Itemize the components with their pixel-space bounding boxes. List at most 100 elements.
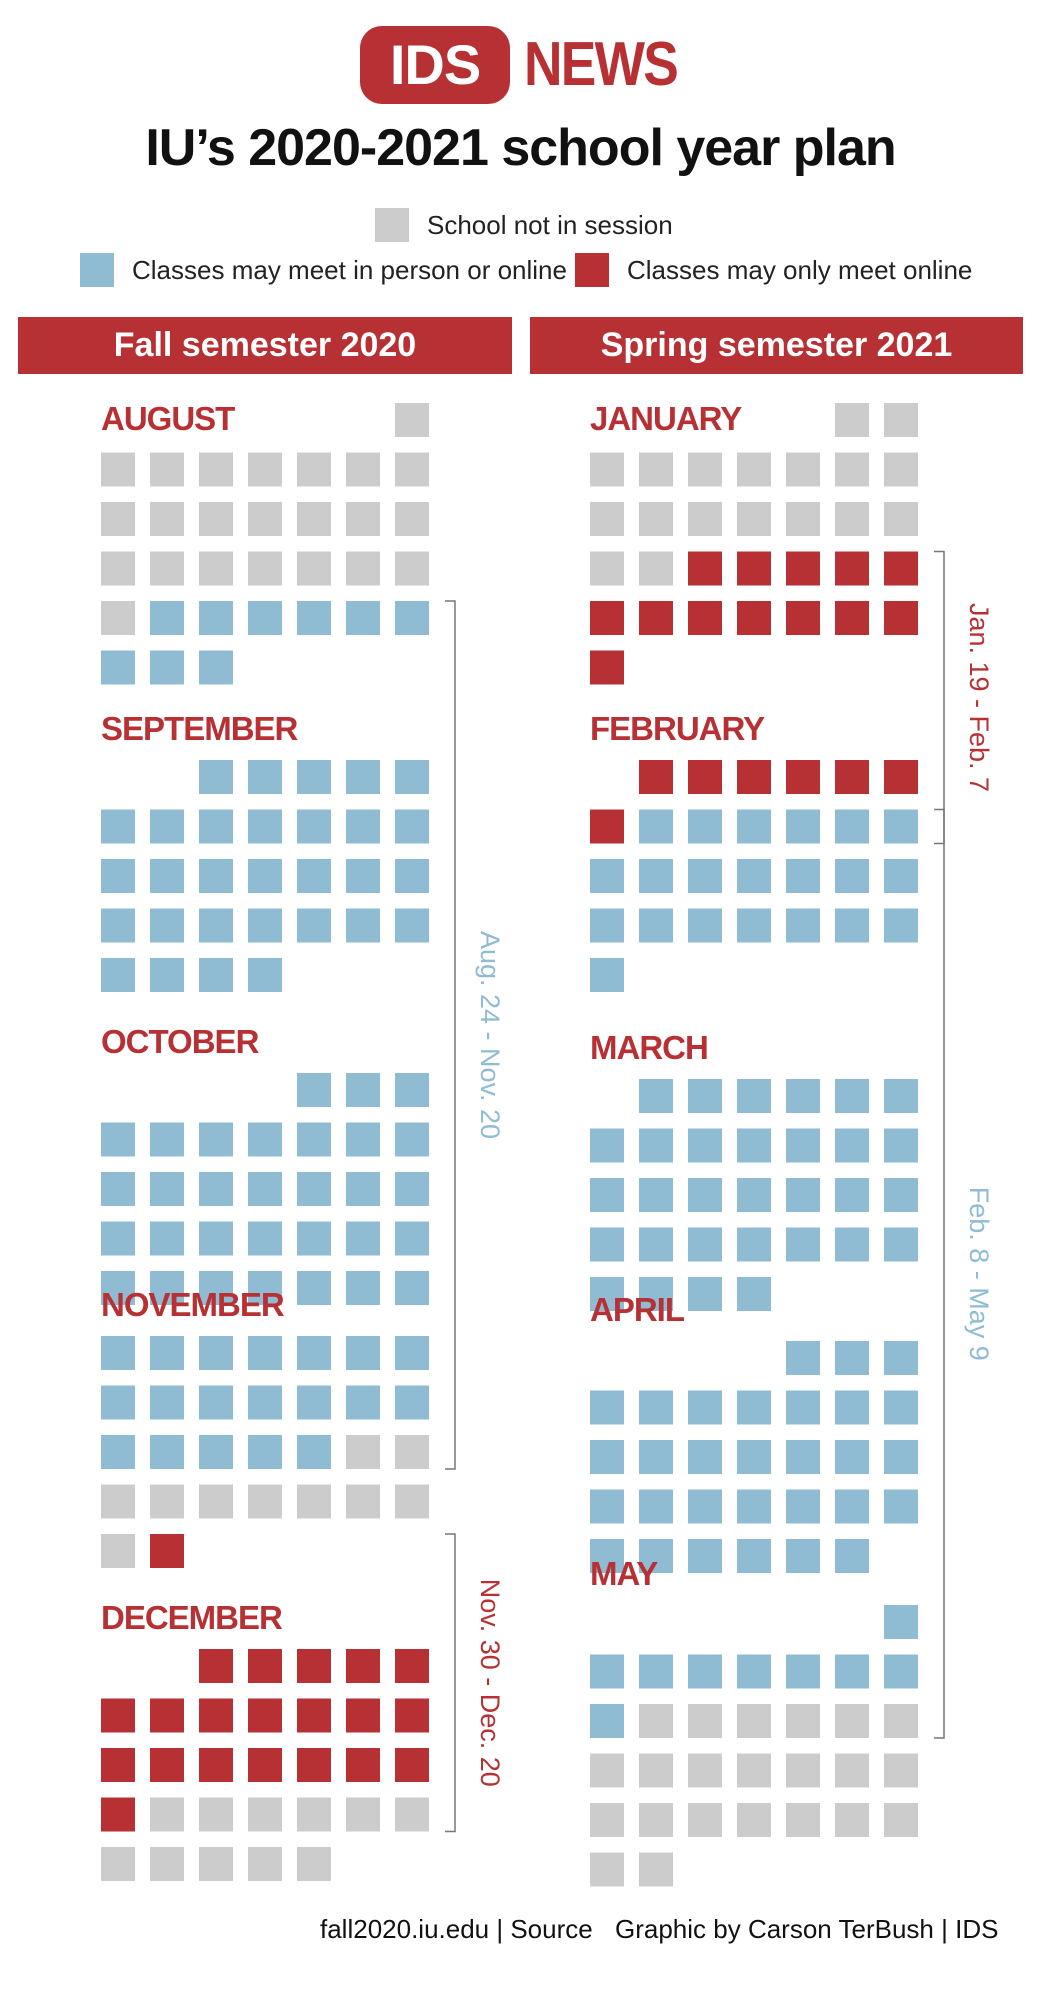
day-cell-january-15 bbox=[835, 502, 869, 536]
day-cell-march-21 bbox=[590, 1227, 624, 1262]
day-cell-october-31 bbox=[395, 1271, 429, 1305]
day-cell-october-20 bbox=[199, 1221, 233, 1256]
day-cell-august-29 bbox=[395, 601, 429, 635]
day-cell-september-14 bbox=[150, 859, 184, 893]
day-cell-may-16 bbox=[590, 1753, 624, 1788]
day-cell-may-9 bbox=[590, 1704, 624, 1738]
spring-semester-header: Spring semester 2021 bbox=[530, 317, 1023, 374]
day-cell-january-4 bbox=[639, 452, 673, 487]
day-cell-january-18 bbox=[639, 551, 673, 586]
day-cell-february-20 bbox=[884, 859, 918, 893]
day-cell-january-5 bbox=[688, 452, 722, 487]
day-cell-may-29 bbox=[884, 1803, 918, 1837]
day-cell-august-26 bbox=[248, 601, 282, 635]
day-cell-april-28 bbox=[737, 1539, 771, 1573]
day-cell-january-24 bbox=[590, 601, 624, 635]
day-cell-february-26 bbox=[835, 908, 869, 943]
day-cell-february-12 bbox=[835, 809, 869, 844]
day-cell-january-13 bbox=[737, 502, 771, 536]
day-cell-february-21 bbox=[590, 908, 624, 943]
day-cell-april-25 bbox=[590, 1539, 624, 1573]
day-cell-november-1 bbox=[101, 1336, 135, 1370]
footer-credit: Graphic by Carson TerBush | IDS bbox=[615, 1914, 999, 1944]
day-cell-november-12 bbox=[297, 1385, 331, 1420]
day-cell-february-23 bbox=[688, 908, 722, 943]
day-cell-may-7 bbox=[835, 1654, 869, 1689]
day-cell-august-2 bbox=[101, 452, 135, 487]
day-cell-april-20 bbox=[688, 1489, 722, 1524]
day-cell-december-20 bbox=[101, 1797, 135, 1832]
day-cell-december-7 bbox=[150, 1698, 184, 1733]
day-cell-april-15 bbox=[786, 1440, 820, 1474]
day-cell-february-6 bbox=[884, 760, 918, 794]
day-cell-february-5 bbox=[835, 760, 869, 794]
day-cell-november-19 bbox=[297, 1435, 331, 1469]
day-cell-january-22 bbox=[835, 551, 869, 586]
day-cell-march-8 bbox=[639, 1128, 673, 1163]
day-cell-november-30 bbox=[150, 1534, 184, 1568]
day-cell-may-24 bbox=[639, 1803, 673, 1837]
day-cell-september-18 bbox=[346, 859, 380, 893]
day-cell-may-27 bbox=[786, 1803, 820, 1837]
day-cell-march-13 bbox=[884, 1128, 918, 1163]
day-cell-october-26 bbox=[150, 1271, 184, 1305]
day-cell-october-9 bbox=[346, 1122, 380, 1157]
day-cell-january-1 bbox=[835, 403, 869, 437]
day-cell-august-3 bbox=[150, 452, 184, 487]
day-cell-september-12 bbox=[395, 809, 429, 844]
day-cell-january-23 bbox=[884, 551, 918, 586]
day-cell-april-30 bbox=[835, 1539, 869, 1573]
day-cell-october-18 bbox=[101, 1221, 135, 1256]
day-cell-may-22 bbox=[884, 1753, 918, 1788]
day-cell-march-10 bbox=[737, 1128, 771, 1163]
day-cell-october-11 bbox=[101, 1172, 135, 1206]
day-cell-september-26 bbox=[395, 908, 429, 943]
day-cell-march-23 bbox=[688, 1227, 722, 1262]
day-cell-january-30 bbox=[884, 601, 918, 635]
legend-swatch-red bbox=[575, 253, 609, 287]
day-cell-february-16 bbox=[688, 859, 722, 893]
day-cell-august-31 bbox=[150, 650, 184, 685]
day-cell-august-30 bbox=[101, 650, 135, 685]
day-cell-may-4 bbox=[688, 1654, 722, 1689]
day-cell-september-15 bbox=[199, 859, 233, 893]
month-label-september: SEPTEMBER bbox=[101, 710, 299, 747]
day-cell-december-30 bbox=[248, 1847, 282, 1881]
ids-news-logo: IDS NEWS bbox=[0, 26, 1041, 106]
day-cell-august-16 bbox=[101, 551, 135, 586]
day-cell-february-18 bbox=[786, 859, 820, 893]
fall-online-range-bracket bbox=[445, 1533, 456, 1833]
month-label-december: DECEMBER bbox=[101, 1599, 283, 1636]
day-cell-november-23 bbox=[150, 1484, 184, 1519]
day-cell-march-16 bbox=[688, 1178, 722, 1212]
day-cell-december-29 bbox=[199, 1847, 233, 1881]
day-cell-may-19 bbox=[737, 1753, 771, 1788]
day-cell-january-25 bbox=[639, 601, 673, 635]
day-cell-march-9 bbox=[688, 1128, 722, 1163]
day-cell-april-23 bbox=[835, 1489, 869, 1524]
day-cell-october-6 bbox=[199, 1122, 233, 1157]
day-cell-may-5 bbox=[737, 1654, 771, 1689]
day-cell-august-7 bbox=[346, 452, 380, 487]
day-cell-april-6 bbox=[688, 1390, 722, 1425]
legend-label-in-person-or-online: Classes may meet in person or online bbox=[132, 255, 567, 285]
day-cell-march-15 bbox=[639, 1178, 673, 1212]
day-cell-september-16 bbox=[248, 859, 282, 893]
day-cell-january-19 bbox=[688, 551, 722, 586]
day-cell-december-13 bbox=[101, 1748, 135, 1782]
day-cell-may-15 bbox=[884, 1704, 918, 1738]
day-cell-august-22 bbox=[395, 551, 429, 586]
day-cell-november-25 bbox=[248, 1484, 282, 1519]
day-cell-december-6 bbox=[101, 1698, 135, 1733]
day-cell-august-15 bbox=[395, 502, 429, 536]
day-cell-november-2 bbox=[150, 1336, 184, 1370]
day-cell-january-27 bbox=[737, 601, 771, 635]
day-cell-april-19 bbox=[639, 1489, 673, 1524]
day-cell-january-31 bbox=[590, 650, 624, 685]
day-cell-february-1 bbox=[639, 760, 673, 794]
day-cell-september-9 bbox=[248, 809, 282, 844]
day-cell-april-3 bbox=[884, 1341, 918, 1375]
day-cell-april-26 bbox=[639, 1539, 673, 1573]
day-cell-january-9 bbox=[884, 452, 918, 487]
day-cell-march-31 bbox=[737, 1277, 771, 1311]
